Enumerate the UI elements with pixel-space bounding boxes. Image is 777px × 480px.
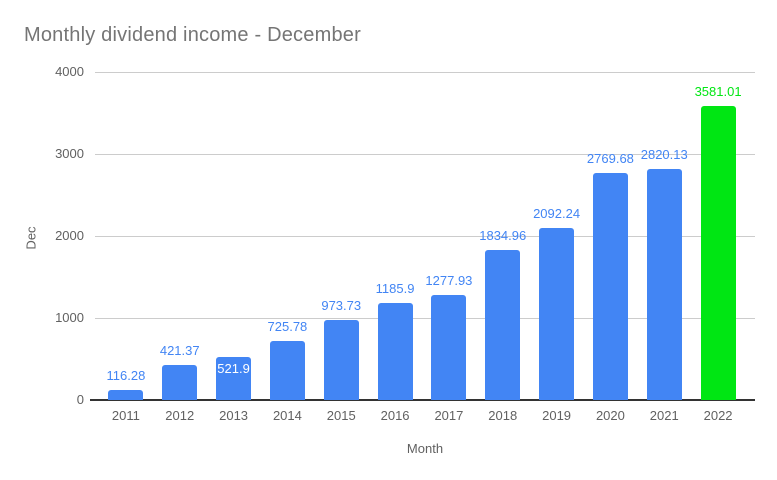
y-tick-0: 0: [76, 392, 84, 407]
gridlines-layer: [90, 72, 755, 402]
x-tick-2018: 2018: [488, 408, 518, 423]
bar-2020[interactable]: [592, 172, 628, 400]
value-label-2016: 1185.9: [375, 280, 415, 296]
bar-group-2021: 2820.13 2021: [637, 72, 691, 423]
y-axis-ticks: 0 1000 2000 3000 4000: [30, 64, 84, 407]
x-tick-2012: 2012: [165, 408, 195, 423]
bar-group-2018: 1834.96 2018: [476, 72, 530, 423]
bar-2021[interactable]: [646, 168, 682, 400]
x-tick-2013: 2013: [219, 408, 249, 423]
y-tick-2000: 2000: [55, 228, 84, 243]
gridline-2000: [95, 236, 755, 237]
bar-2014[interactable]: [269, 340, 305, 400]
bar-group-2022: 3581.01 2022: [691, 72, 745, 423]
x-tick-2022: 2022: [703, 408, 733, 423]
x-tick-2019: 2019: [542, 408, 572, 423]
bar-group-2012: 421.37 2012: [153, 72, 207, 423]
value-label-2021: 2820.13: [640, 146, 688, 162]
x-tick-2020: 2020: [595, 408, 625, 423]
bar-group-2014: 725.78 2014: [261, 72, 315, 424]
bar-2016[interactable]: [377, 302, 413, 400]
gridline-3000: [95, 154, 755, 155]
x-tick-2017: 2017: [434, 408, 464, 423]
value-label-2015: 973.73: [321, 298, 362, 314]
x-tick-2015: 2015: [326, 408, 356, 423]
value-label-2014: 725.78: [267, 318, 308, 334]
value-label-2020: 2769.68: [586, 150, 634, 166]
bar-group-2011: 116.28 2011: [99, 72, 153, 423]
bar-2011[interactable]: [108, 390, 144, 400]
x-tick-2011: 2011: [111, 408, 140, 423]
x-axis-title: Month: [406, 441, 444, 456]
value-label-2019: 2092.24: [533, 206, 581, 222]
y-tick-3000: 3000: [55, 146, 84, 161]
bar-2019[interactable]: [539, 228, 575, 400]
y-tick-1000: 1000: [55, 310, 84, 325]
value-label-2022: 3581.01: [694, 84, 742, 100]
bar-group-2013: 521.9 2013: [207, 72, 261, 423]
chart-title: Monthly dividend income - December: [24, 24, 361, 46]
plot-area: 116.28 2011 421.37 2012 521.9 2013 725.78 2014 9…: [99, 72, 745, 424]
bar-2012[interactable]: [162, 365, 198, 400]
bar-2022[interactable]: [700, 106, 736, 400]
x-tick-2016: 2016: [380, 408, 410, 423]
x-tick-2021: 2021: [649, 408, 679, 423]
value-label-2018: 1834.96: [479, 227, 527, 243]
bar-2013[interactable]: [216, 357, 252, 400]
bar-2017[interactable]: [431, 295, 467, 400]
gridline-4000: [95, 72, 755, 73]
bar-2015[interactable]: [323, 320, 359, 400]
value-label-2012: 421.37: [159, 343, 200, 359]
gridline-1000: [95, 318, 755, 319]
bar-2018[interactable]: [485, 249, 521, 400]
x-axis-baseline: [90, 399, 755, 401]
x-tick-2014: 2014: [272, 408, 302, 423]
bar-group-2020: 2769.68 2020: [584, 72, 638, 423]
bar-group-2019: 2092.24 2019: [530, 72, 584, 423]
bar-group-2015: 973.73 2015: [314, 72, 368, 423]
value-label-2013: 521.9: [217, 361, 250, 377]
value-label-2017: 1277.93: [425, 273, 473, 289]
bar-group-2017: 1277.93 2017: [422, 72, 476, 423]
bar-group-2016: 1185.9 2016: [368, 72, 422, 423]
y-tick-4000: 4000: [55, 64, 84, 79]
value-label-2011: 116.28: [106, 368, 146, 384]
